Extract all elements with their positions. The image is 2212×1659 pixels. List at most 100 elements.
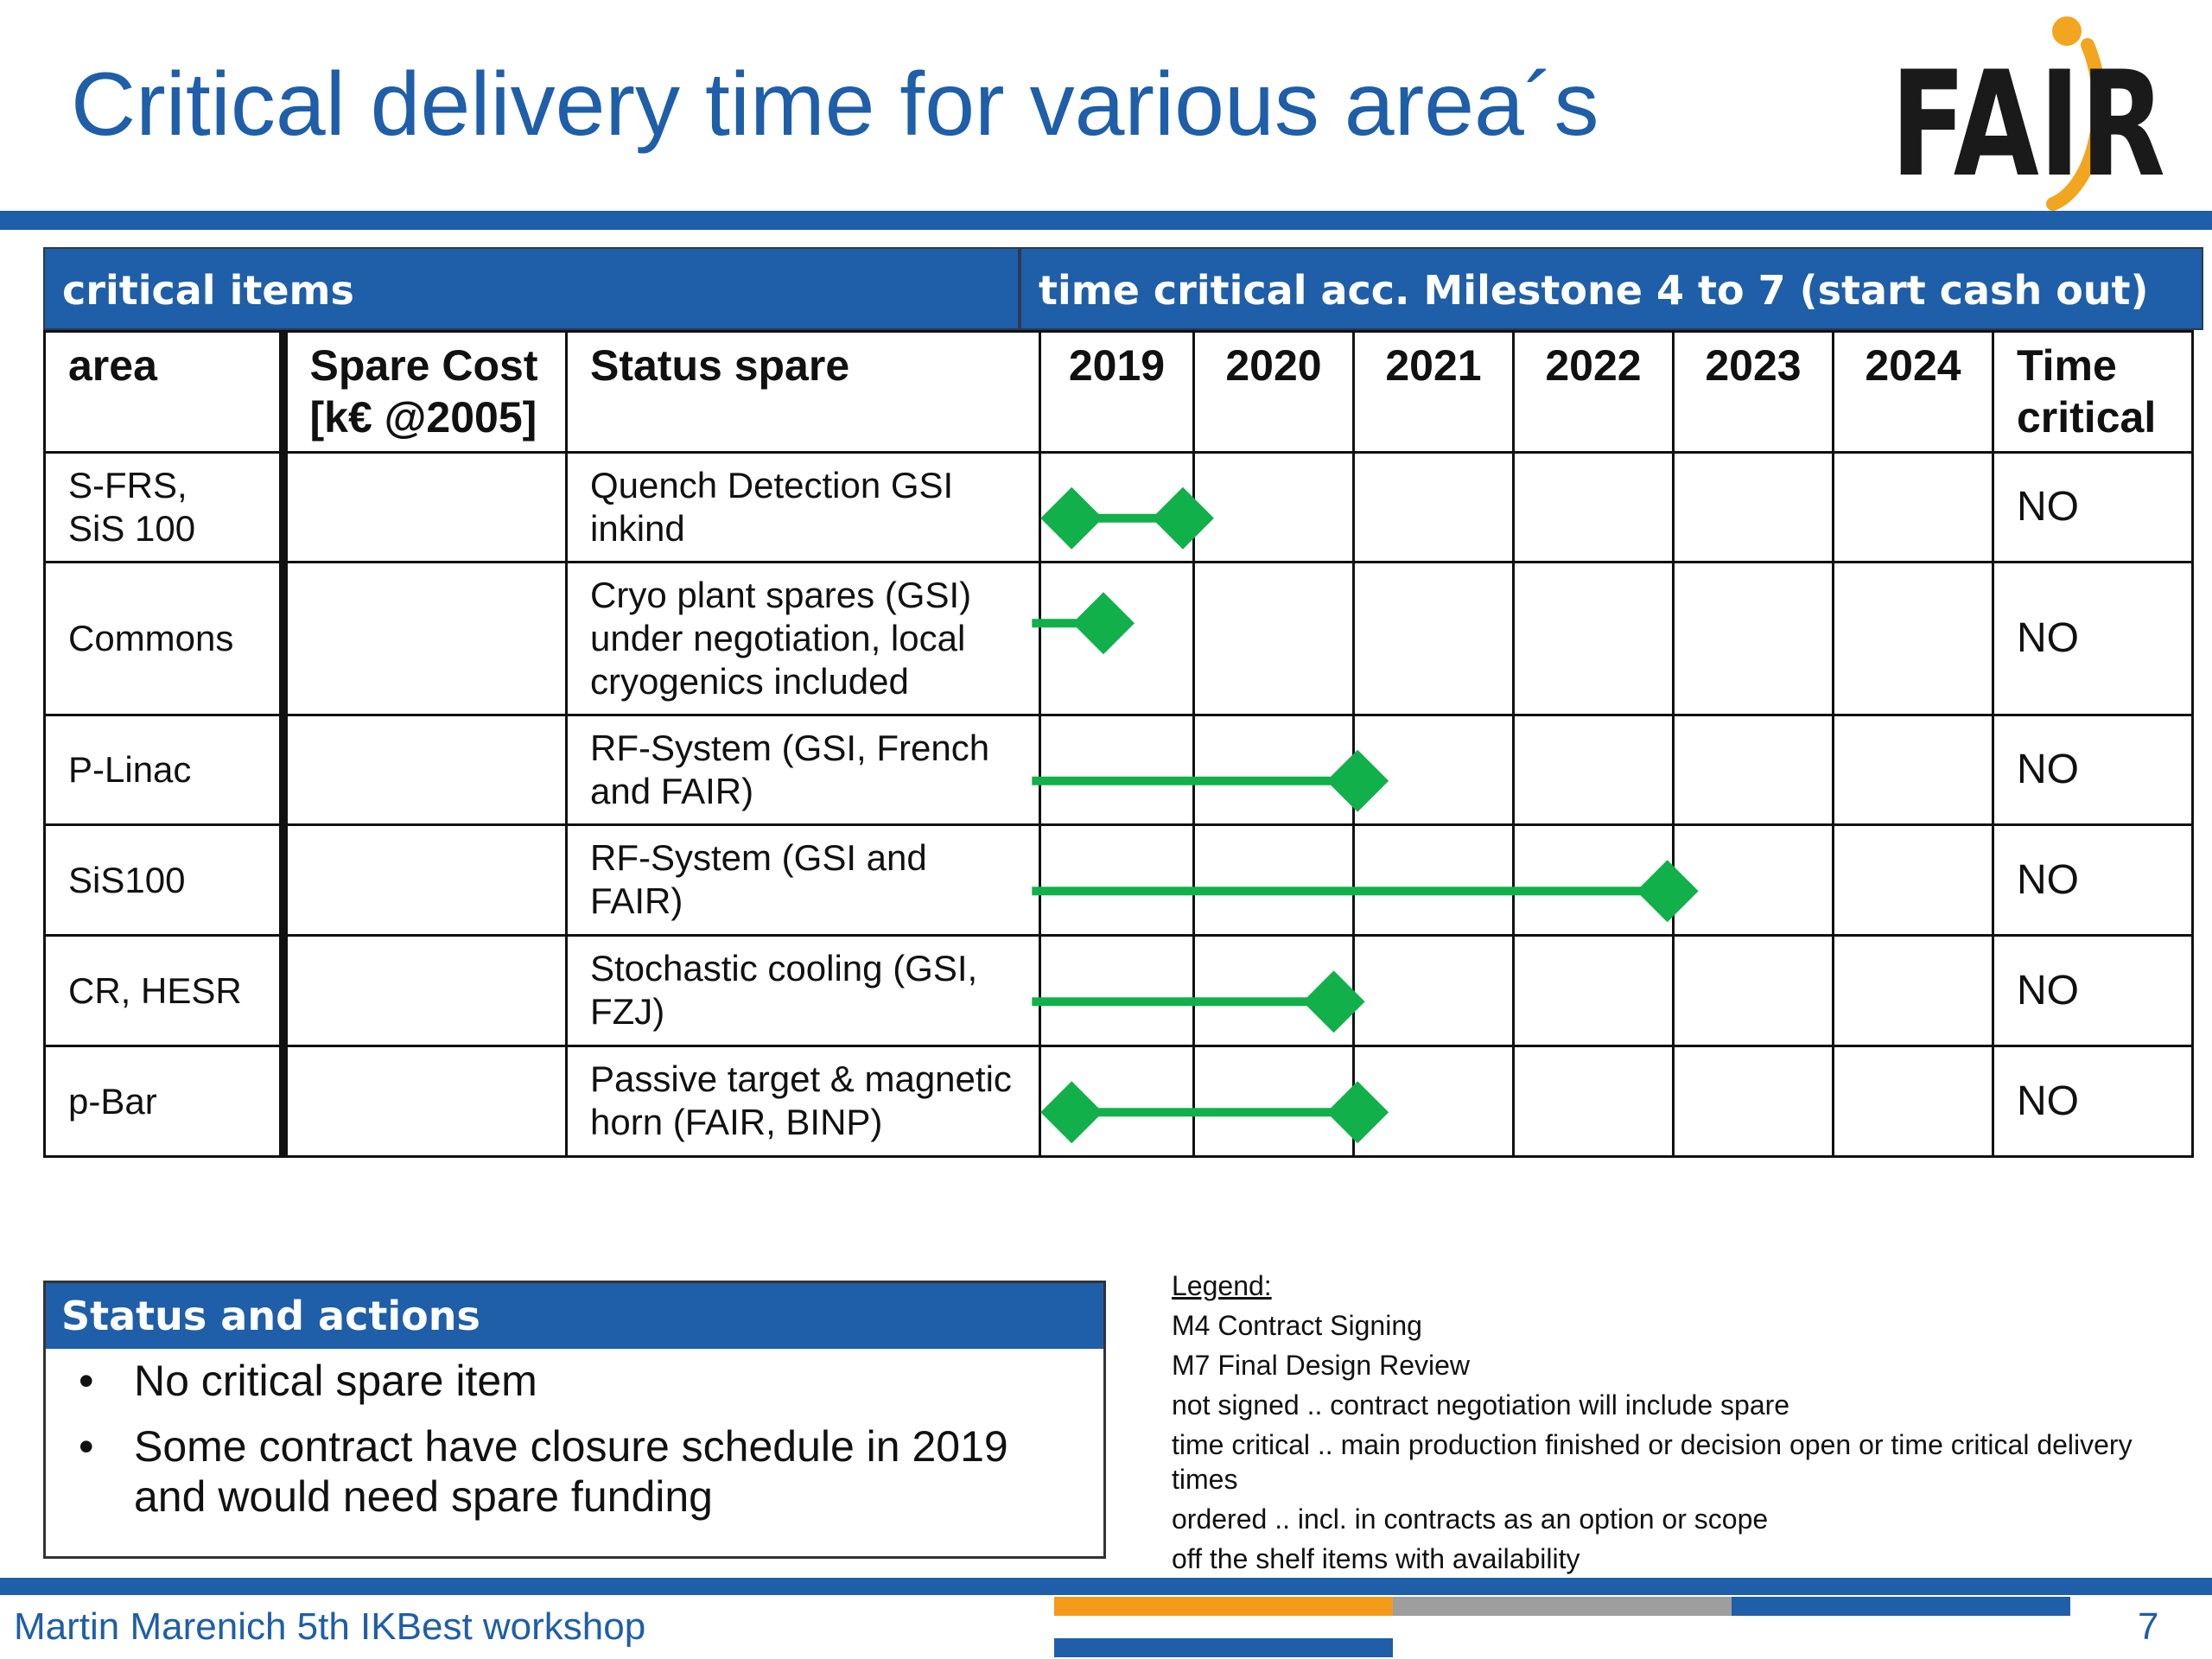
header-critical-items: critical items — [43, 247, 1020, 330]
col-spare-cost: Spare Cost [k€ @2005] — [278, 330, 568, 454]
timeline-cell — [1192, 451, 1355, 563]
time-critical-cell: NO — [1992, 451, 2194, 563]
table-row: S-FRS, SiS 100 Quench Detection GSI inkin… — [43, 451, 2194, 563]
time-critical-cell: NO — [1992, 561, 2194, 716]
table-row: CR, HESR Stochastic cooling (GSI, FZJ) N… — [43, 934, 2194, 1047]
footer-rule — [0, 1578, 2212, 1595]
bullet: • — [79, 1357, 94, 1405]
timeline-cell — [1192, 934, 1355, 1047]
column-header-row: area Spare Cost [k€ @2005] Status spare 2… — [43, 330, 2194, 454]
timeline-cell — [1672, 561, 1834, 716]
time-critical-cell: NO — [1992, 714, 2194, 826]
status-actions-heading: Status and actions — [46, 1283, 1103, 1349]
timeline-cell — [1352, 451, 1515, 563]
time-critical-cell: NO — [1992, 934, 2194, 1047]
table-row: Commons Cryo plant spares (GSI) under ne… — [43, 561, 2194, 716]
logo-dot — [2052, 16, 2082, 46]
table-row: p-Bar Passive target & magnetic horn (FA… — [43, 1045, 2194, 1158]
status-cell: RF-System (GSI, French and FAIR) — [565, 714, 1041, 826]
timeline-cell — [1039, 714, 1195, 826]
col-year-2020: 2020 — [1192, 330, 1355, 454]
timeline-cell — [1192, 823, 1355, 937]
spare-cost-cell — [278, 714, 568, 826]
footer-orange-bar — [1054, 1597, 1393, 1616]
logo-arc — [2046, 38, 2107, 211]
area-line1: p-Bar — [68, 1080, 157, 1122]
page-number: 7 — [2138, 1605, 2159, 1648]
footer-blue-bar — [1732, 1597, 2070, 1616]
timeline-cell — [1512, 714, 1675, 826]
critical-items-table: critical items time critical acc. Milest… — [43, 247, 2203, 1158]
status-item-text: Some contract have closure schedule in 2… — [134, 1422, 1008, 1521]
legend-title: Legend: — [1172, 1270, 1272, 1301]
col-time-critical-line2: critical — [2017, 393, 2157, 442]
col-year-2024: 2024 — [1832, 330, 1994, 454]
bullet: • — [79, 1422, 94, 1471]
timeline-cell — [1672, 934, 1834, 1047]
col-status: Status spare — [565, 330, 1041, 454]
status-cell: Quench Detection GSI inkind — [565, 451, 1041, 563]
time-critical-cell: NO — [1992, 823, 2194, 937]
footer-grey-bar — [1393, 1597, 1732, 1616]
header-rule — [0, 211, 2212, 230]
col-spare-cost-line2: [k€ @2005] — [309, 393, 537, 442]
legend-item: M4 Contract Signing — [1172, 1310, 1422, 1341]
timeline-cell — [1039, 934, 1195, 1047]
timeline-cell — [1672, 823, 1834, 937]
area-line1: CR, HESR — [68, 969, 242, 1011]
timeline-cell — [1832, 561, 1994, 716]
col-time-critical: Time critical — [1992, 330, 2194, 454]
col-year-2019: 2019 — [1039, 330, 1195, 454]
timeline-cell — [1512, 823, 1675, 937]
footer-blue-bar-lower — [1054, 1638, 1393, 1657]
timeline-cell — [1192, 561, 1355, 716]
fair-logo: FAIR — [1891, 16, 2165, 211]
col-spare-cost-line1: Spare Cost — [309, 341, 538, 390]
timeline-cell — [1192, 714, 1355, 826]
spare-cost-cell — [278, 1045, 568, 1158]
timeline-cell — [1832, 451, 1994, 563]
timeline-cell — [1352, 561, 1515, 716]
area-line1: SiS100 — [68, 859, 186, 900]
timeline-cell — [1832, 934, 1994, 1047]
area-cell: p-Bar — [43, 1045, 284, 1158]
timeline-cell — [1352, 714, 1515, 826]
timeline-cell — [1352, 823, 1515, 937]
timeline-cell — [1512, 1045, 1675, 1158]
spare-cost-cell — [278, 561, 568, 716]
legend-item: off the shelf items with availability — [1172, 1543, 1580, 1574]
status-cell: Cryo plant spares (GSI) under negotiatio… — [565, 561, 1041, 716]
area-line2: SiS 100 — [68, 508, 196, 549]
status-cell: Passive target & magnetic horn (FAIR, BI… — [565, 1045, 1041, 1158]
spare-cost-cell — [278, 934, 568, 1047]
header-time-critical: time critical acc. Milestone 4 to 7 (sta… — [1020, 247, 2203, 330]
timeline-cell — [1192, 1045, 1355, 1158]
status-actions-box: Status and actions • No critical spare it… — [43, 1281, 1106, 1559]
footer-presenter: Martin Marenich 5th IKBest workshop — [14, 1605, 646, 1648]
table-row: SiS100 RF-System (GSI and FAIR) NO — [43, 823, 2194, 937]
timeline-cell — [1512, 934, 1675, 1047]
area-line1: Commons — [68, 618, 234, 658]
area-cell: P-Linac — [43, 714, 284, 826]
legend-item: time critical .. main production finishe… — [1172, 1429, 2133, 1495]
status-actions-list: • No critical spare item • Some contract h… — [46, 1349, 1103, 1544]
timeline-cell — [1352, 934, 1515, 1047]
timeline-cell — [1039, 1045, 1195, 1158]
timeline-cell — [1832, 714, 1994, 826]
col-year-2021: 2021 — [1352, 330, 1515, 454]
timeline-cell — [1039, 561, 1195, 716]
logo-wordmark: FAIR — [1891, 40, 2165, 209]
timeline-cell — [1672, 451, 1834, 563]
list-item: • Some contract have closure schedule in … — [63, 1421, 1086, 1522]
legend-item: ordered .. incl. in contracts as an opti… — [1172, 1503, 1769, 1535]
area-cell: CR, HESR — [43, 934, 284, 1047]
spare-cost-cell — [278, 823, 568, 937]
timeline-cell — [1832, 1045, 1994, 1158]
timeline-cell — [1039, 451, 1195, 563]
timeline-cell — [1512, 451, 1675, 563]
col-year-2023: 2023 — [1672, 330, 1834, 454]
col-area: area — [43, 330, 284, 454]
area-cell: SiS100 — [43, 823, 284, 937]
timeline-cell — [1672, 714, 1834, 826]
area-cell: S-FRS, SiS 100 — [43, 451, 284, 563]
